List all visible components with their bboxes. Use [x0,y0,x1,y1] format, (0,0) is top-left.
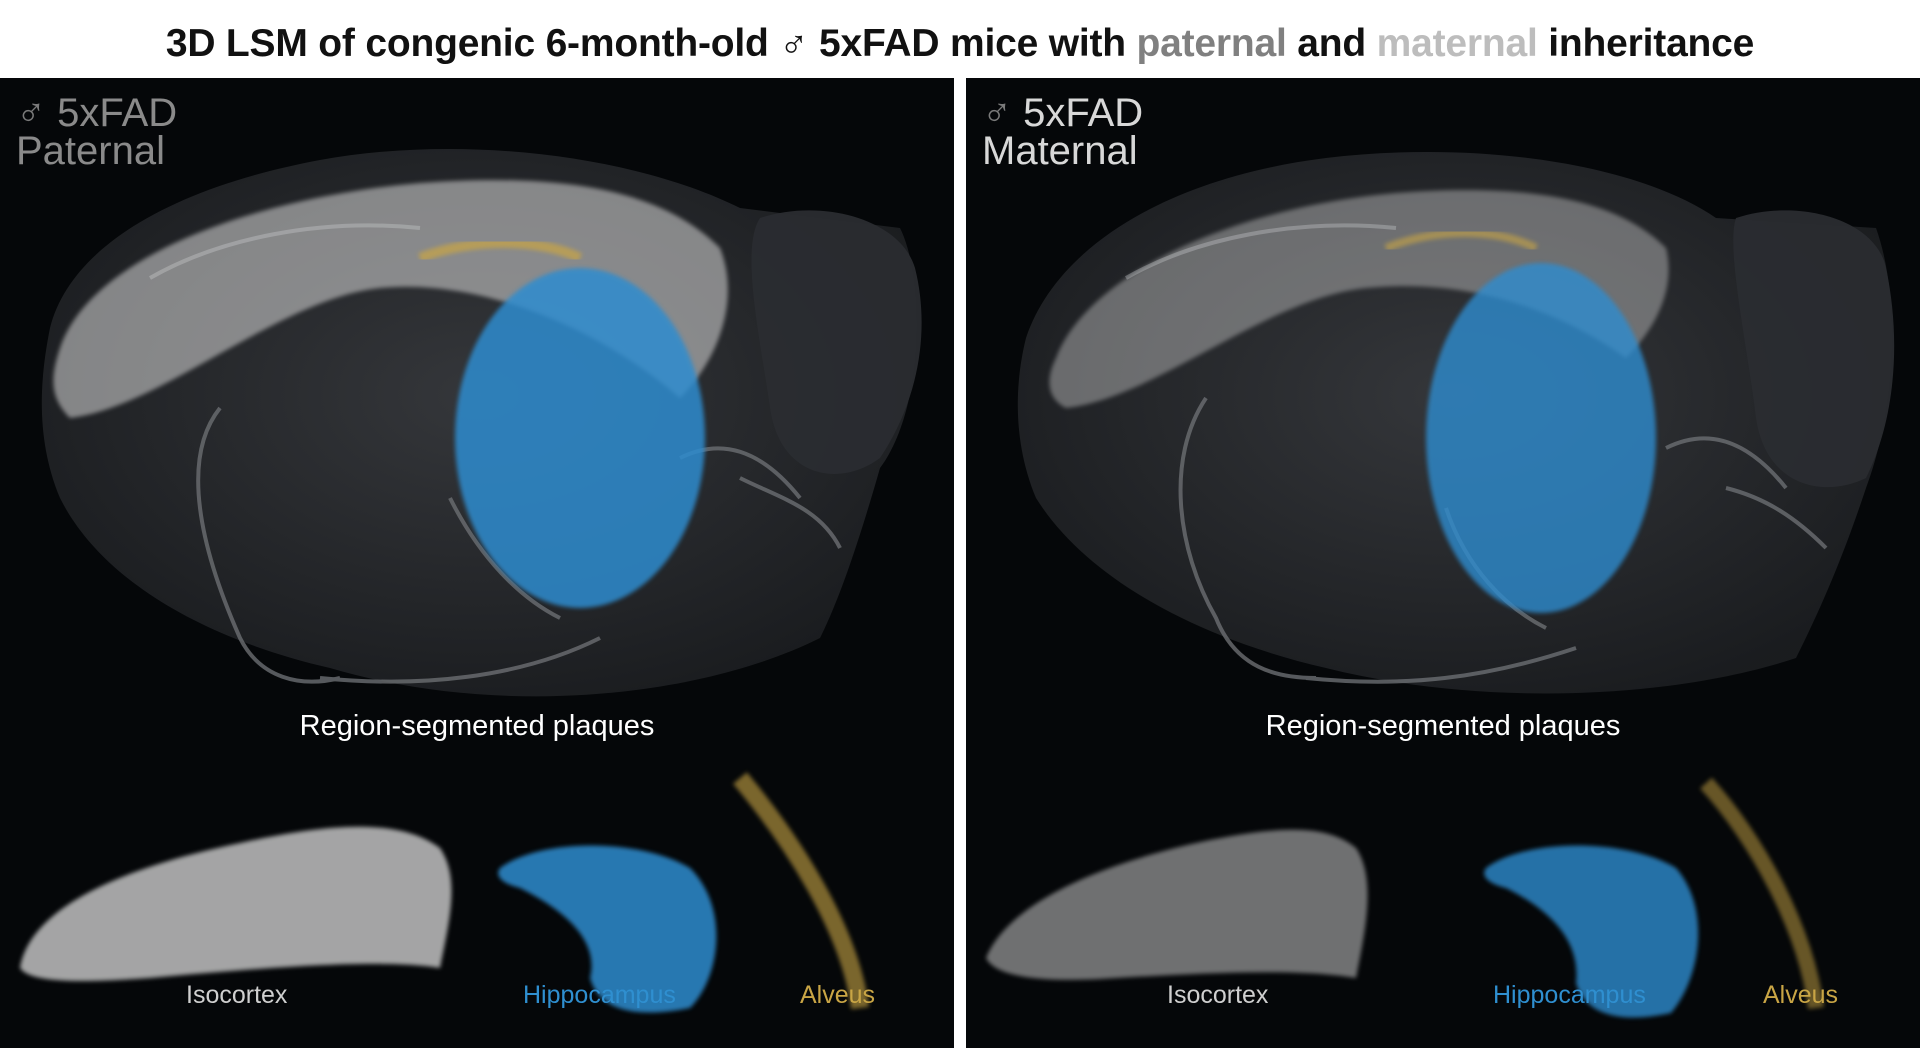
alveus-arc [418,238,583,263]
hippocampus-label: Hippocampus [523,981,676,1009]
male-symbol: ♂ [16,91,46,135]
paternal-panel: ♂ 5xFAD Paternal Region-segmented plaque… [0,78,954,1048]
paternal-brain-render [20,148,922,1013]
hippocampus-blob [1426,263,1656,613]
isocortex-haze [1049,190,1669,408]
hippocampus-plaques [1484,845,1699,1018]
hippocampus-label: Hippocampus [1493,981,1646,1009]
isocortex-plaques [20,826,452,981]
alveus-label: Alveus [800,981,876,1009]
isocortex-label: Isocortex [186,981,288,1009]
vessel-lines [149,223,842,684]
region-segmented-caption: Region-segmented plaques [299,710,655,742]
cerebellum-shape [1733,210,1895,488]
maternal-brain-render [986,151,1895,1018]
maternal-panel: ♂ 5xFAD Maternal Region-segmented plaque… [966,78,1920,1048]
cerebellum-shape [751,210,922,474]
isocortex-haze [53,180,728,418]
title-paternal-word: paternal [1136,22,1287,65]
alveus-arc [1384,229,1538,252]
paternal-label: ♂ 5xFAD Paternal [16,91,178,173]
figure-title: 3D LSM of congenic 6-month-old ♂ 5xFAD m… [165,22,1755,65]
title-maternal-word: maternal [1376,22,1538,65]
maternal-label: ♂ 5xFAD Maternal [982,91,1144,173]
isocortex-label: Isocortex [1167,981,1269,1009]
isocortex-plaques [986,829,1368,980]
male-symbol: ♂ [982,91,1012,135]
hippocampus-blob [455,268,705,608]
alveus-plaques [733,772,869,1010]
alveus-label: Alveus [1763,981,1839,1009]
region-segmented-caption: Region-segmented plaques [1265,710,1621,742]
alveus-plaques [1700,777,1824,1009]
hippocampus-plaques [498,845,717,1013]
